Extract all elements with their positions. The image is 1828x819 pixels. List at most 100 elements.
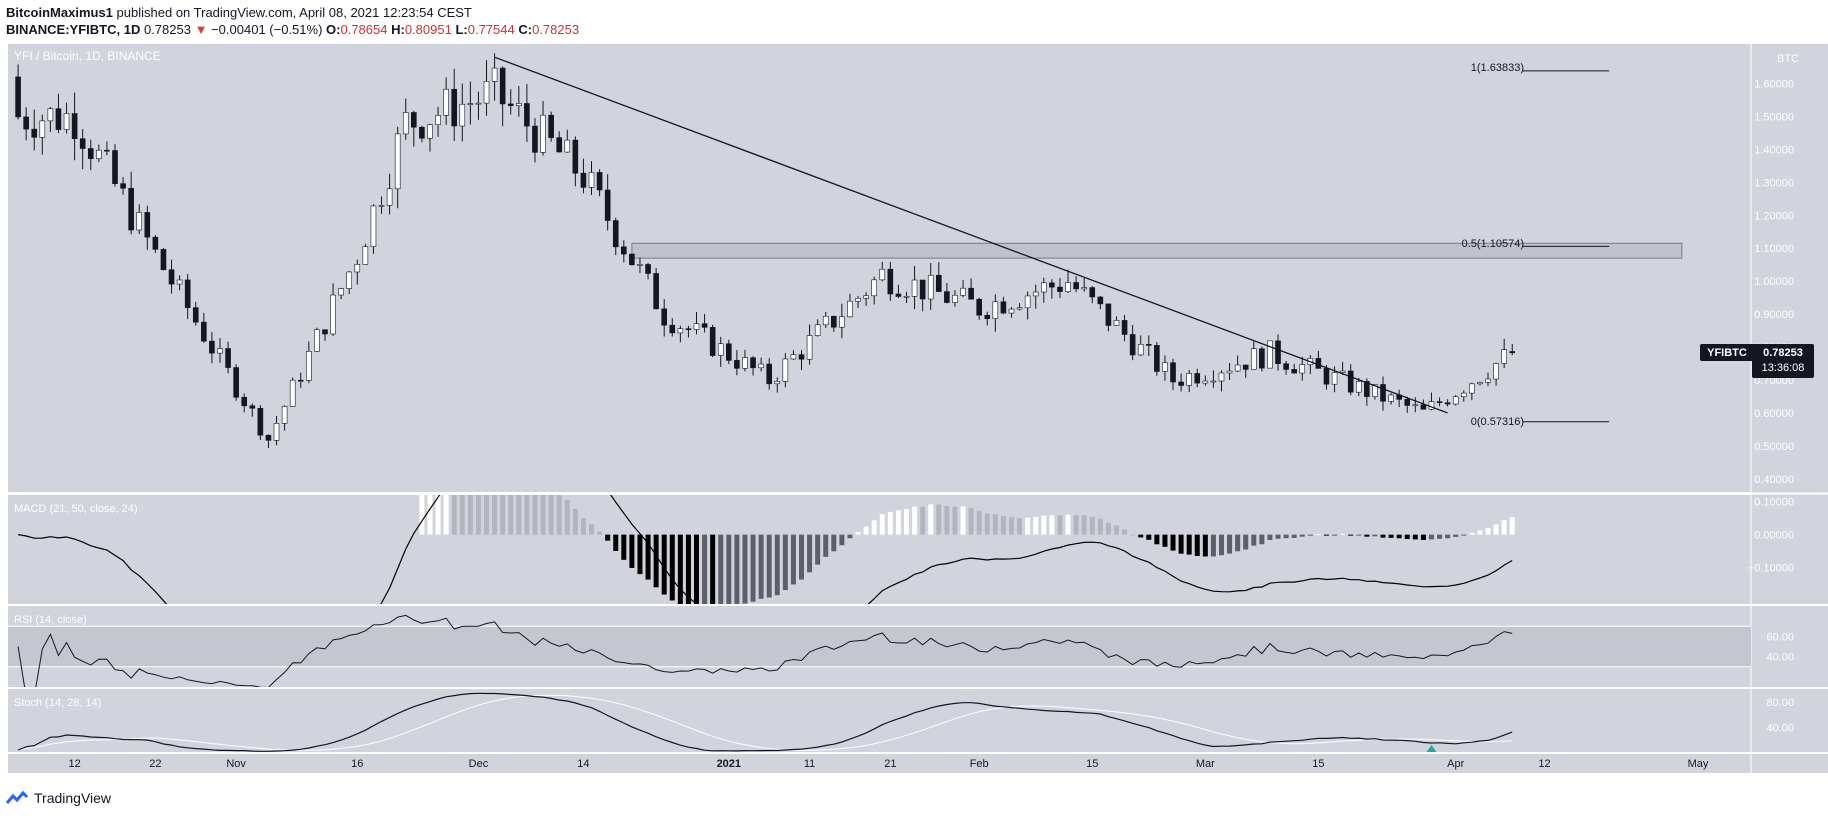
macd-histogram-bar (1210, 534, 1216, 557)
chart-canvas[interactable]: 1.60000 1.50000 1.40000 1.30000 1.20000 1.100… (0, 40, 1828, 800)
candle-body (960, 287, 966, 296)
macd-histogram-bar (419, 495, 425, 535)
candle (370, 204, 377, 254)
candle (1121, 314, 1128, 342)
candle (1057, 278, 1063, 298)
candle (411, 110, 417, 147)
candle (1509, 343, 1516, 356)
macd-histogram-bar (1041, 515, 1047, 535)
candle-body (1218, 372, 1225, 382)
candle-body (750, 357, 756, 369)
rsi-line (17, 614, 1513, 687)
rsi-tick-label: 40.00 (1766, 652, 1794, 664)
last-price-tag[interactable]: YFIBTC 0.78253 13:36:08 (1700, 344, 1814, 378)
candle-body (39, 120, 46, 138)
macd-histogram-bar (1105, 522, 1111, 535)
candle (241, 393, 248, 413)
candle-body (1469, 383, 1475, 394)
candle (1145, 335, 1152, 356)
author-name[interactable]: BitcoinMaximus1 (6, 5, 113, 20)
footer: TradingView (6, 790, 111, 806)
candle-body (427, 124, 433, 139)
candle (192, 301, 199, 326)
macd-histogram-bar (661, 534, 667, 595)
candle (734, 350, 740, 376)
macd-histogram-bar (1138, 534, 1144, 538)
macd-histogram-bar (1017, 518, 1023, 535)
price-tick-label: 1.60000 (1754, 79, 1794, 91)
chart-title: YFI / Bitcoin, 1D, BINANCE (14, 49, 161, 63)
candle-body (104, 149, 110, 152)
macd-histogram-bar (782, 534, 788, 591)
candle (693, 311, 700, 335)
macd-histogram-bar (645, 534, 651, 580)
candle (176, 275, 183, 291)
candle (742, 349, 748, 372)
candle-body (621, 246, 627, 255)
x-tick-label: Feb (970, 758, 989, 770)
macd-histogram-bar (1461, 534, 1467, 536)
macd-histogram-bar (1323, 534, 1329, 536)
stoch-d-line (18, 694, 1513, 751)
candle (677, 325, 684, 343)
candle-body (855, 298, 861, 302)
macd-histogram-bar (823, 534, 829, 557)
price-axis[interactable] (1751, 44, 1828, 773)
candle (604, 174, 611, 231)
macd-histogram-bar (1267, 534, 1273, 541)
candle (499, 66, 506, 127)
candle (1291, 363, 1297, 374)
candle-body (1137, 344, 1144, 356)
macd-histogram-bar (1194, 534, 1200, 556)
published-text: published on TradingView.com, April 08, … (116, 5, 472, 20)
macd-histogram-bar (694, 534, 700, 604)
candle-body (322, 329, 328, 335)
candle (1339, 361, 1346, 375)
candle (168, 259, 175, 294)
candle-body (734, 360, 740, 369)
stoch-pane[interactable] (8, 689, 1751, 753)
tradingview-logo-icon[interactable] (6, 790, 28, 806)
macd-histogram-bar (677, 534, 683, 604)
candle (1267, 340, 1273, 369)
x-axis-strip[interactable] (8, 753, 1751, 773)
macd-histogram-bar (1162, 534, 1168, 547)
candle (184, 273, 191, 320)
candle-body (1081, 287, 1087, 290)
candle-body (1372, 384, 1378, 397)
candle (55, 93, 62, 134)
candle (992, 294, 999, 332)
macd-histogram-bar (1178, 534, 1184, 554)
price-pane[interactable] (8, 44, 1751, 492)
candle (653, 268, 659, 310)
candle (1485, 372, 1491, 386)
candle-body (556, 137, 563, 153)
candle-body (798, 354, 805, 360)
candle-body (645, 264, 651, 274)
candle-body (168, 269, 175, 285)
candle-body (952, 294, 958, 303)
candle (225, 341, 231, 374)
footer-brand[interactable]: TradingView (34, 790, 112, 806)
candle (1218, 370, 1225, 392)
candle-body (717, 343, 724, 356)
candle (475, 91, 482, 120)
candle-body (475, 102, 482, 105)
candle-body (176, 279, 183, 285)
candle-body (273, 423, 280, 441)
candle (112, 144, 118, 187)
candle (1089, 286, 1096, 304)
price-tick-label: 1.40000 (1754, 144, 1794, 156)
macd-histogram-bar (1033, 517, 1039, 535)
candle (63, 102, 70, 134)
candle (911, 265, 918, 310)
macd-histogram-bar (1477, 530, 1483, 535)
candle-body (540, 114, 546, 153)
candle-body (1049, 282, 1055, 288)
candle (774, 377, 781, 393)
candle (1032, 284, 1039, 309)
macd-histogram-bar (1113, 525, 1119, 535)
macd-pane[interactable] (8, 495, 1751, 604)
candle-body (1121, 320, 1128, 335)
candle-body (1210, 380, 1217, 383)
